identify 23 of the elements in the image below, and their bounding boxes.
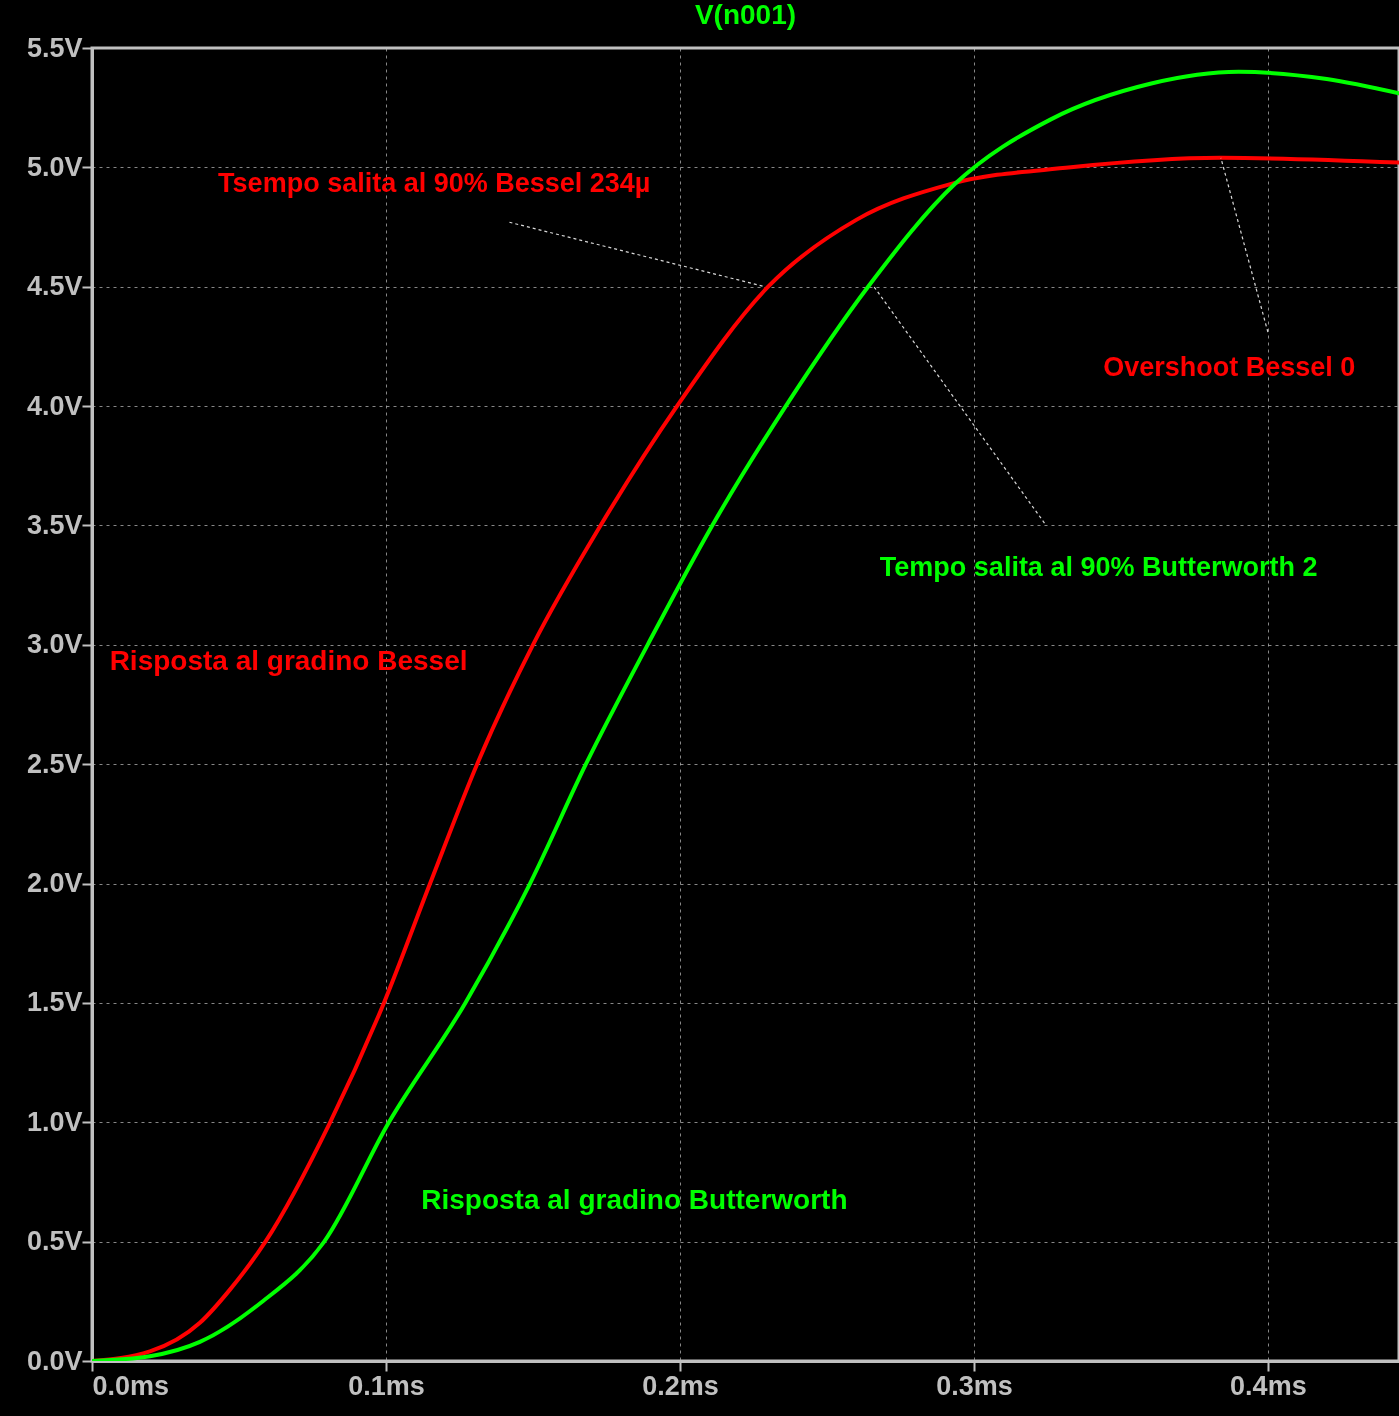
y-tick-label: 1.0V xyxy=(26,1106,83,1137)
x-tick-label: 0.1ms xyxy=(348,1370,425,1401)
x-tick-label: 0.2ms xyxy=(642,1370,719,1401)
y-tick-label: 5.5V xyxy=(26,32,83,63)
y-tick-label: 0.0V xyxy=(26,1345,83,1376)
annotation: Tempo salita al 90% Butterworth 2 xyxy=(879,552,1318,583)
y-tick-label: 2.5V xyxy=(26,748,83,779)
y-tick-label: 4.0V xyxy=(26,390,83,421)
y-tick-label: 2.0V xyxy=(26,868,83,899)
y-tick-label: 5.0V xyxy=(26,151,83,182)
series-label: Risposta al gradino Bessel xyxy=(109,644,468,676)
y-tick-label: 3.0V xyxy=(26,629,83,660)
y-tick-label: 0.5V xyxy=(26,1226,83,1257)
annotation: Tsempo salita al 90% Bessel 234µ xyxy=(218,168,651,199)
y-tick-label: 1.5V xyxy=(26,987,83,1018)
chart-title: V(n001) xyxy=(694,0,797,30)
y-tick-label: 4.5V xyxy=(26,271,83,302)
x-tick-label: 0.3ms xyxy=(936,1370,1013,1401)
text: Risposta al gradino Butterworth xyxy=(421,1184,848,1216)
x-tick-label: 0.4ms xyxy=(1230,1370,1307,1401)
x-tick-label: 0.0ms xyxy=(92,1370,170,1401)
annotation: Overshoot Bessel 0 xyxy=(1103,351,1356,382)
y-tick-label: 3.5V xyxy=(26,509,83,540)
